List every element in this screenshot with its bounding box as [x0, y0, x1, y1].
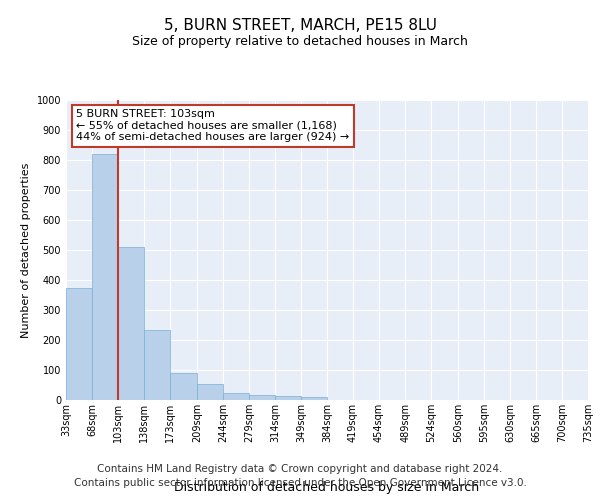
Text: 5 BURN STREET: 103sqm
← 55% of detached houses are smaller (1,168)
44% of semi-d: 5 BURN STREET: 103sqm ← 55% of detached …	[76, 109, 350, 142]
Text: 5, BURN STREET, MARCH, PE15 8LU: 5, BURN STREET, MARCH, PE15 8LU	[163, 18, 437, 32]
X-axis label: Distribution of detached houses by size in March: Distribution of detached houses by size …	[175, 481, 479, 494]
Bar	[223, 394, 249, 400]
Bar	[275, 396, 301, 400]
Bar	[249, 394, 275, 400]
Bar	[197, 384, 223, 400]
Bar	[301, 397, 327, 400]
Bar	[66, 288, 92, 400]
Bar	[144, 330, 170, 400]
Bar	[118, 247, 144, 400]
Text: Size of property relative to detached houses in March: Size of property relative to detached ho…	[132, 35, 468, 48]
Bar	[92, 154, 118, 400]
Text: Contains HM Land Registry data © Crown copyright and database right 2024.
Contai: Contains HM Land Registry data © Crown c…	[74, 464, 526, 487]
Y-axis label: Number of detached properties: Number of detached properties	[21, 162, 31, 338]
Bar	[170, 373, 197, 400]
